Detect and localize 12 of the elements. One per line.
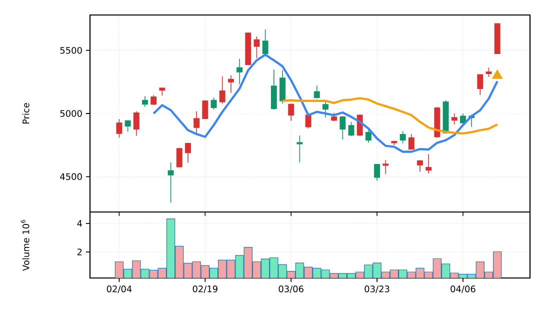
y-tick-label: 4	[77, 220, 82, 227]
y-tick-label: 4500	[60, 173, 82, 180]
y-axis-title: Price	[22, 103, 30, 124]
x-tick-label: 02/19	[192, 286, 218, 293]
x-tick-label: 03/23	[364, 286, 390, 293]
y-tick-label: 5000	[60, 110, 82, 117]
y-tick-label: 2	[77, 248, 82, 256]
y-tick-label: 5500	[60, 46, 82, 54]
x-tick-label: 02/04	[106, 286, 132, 293]
x-tick-label: 03/06	[278, 286, 304, 293]
y-axis-title: Volume 10$^{6}$	[20, 220, 30, 271]
x-tick-label: 04/06	[450, 286, 476, 293]
